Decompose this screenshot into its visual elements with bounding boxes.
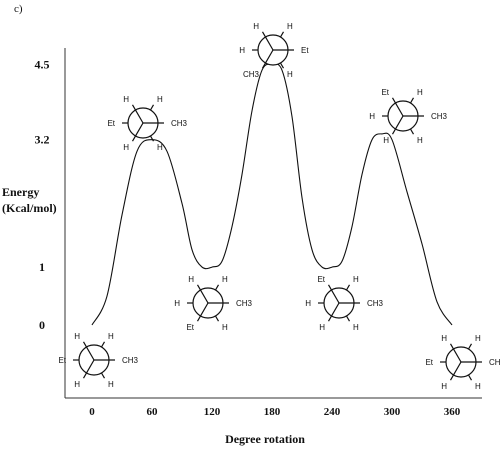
substituent-label: H: [383, 136, 389, 145]
back-bond: [409, 97, 415, 104]
x-tick-label: 360: [444, 406, 461, 418]
x-tick-labels: 0 60 120 180 240 300 360: [89, 406, 461, 418]
front-bond: [391, 115, 404, 135]
x-tick-label: 0: [89, 406, 95, 418]
newman-projection: CH3 Et H H H H: [174, 275, 252, 332]
substituent-label: H: [369, 112, 375, 121]
back-bond: [149, 104, 155, 111]
substituent-label: CH3: [243, 70, 260, 79]
x-tick-label: 180: [264, 406, 281, 418]
front-bond: [449, 361, 462, 381]
y-tick-label: 0: [39, 318, 45, 332]
front-bond: [82, 341, 95, 361]
y-tick-labels: 0 1 3.2 4.5: [35, 57, 50, 332]
substituent-label: H: [108, 380, 114, 389]
substituent-label: Et: [301, 46, 309, 55]
substituent-label: H: [417, 136, 423, 145]
front-bond: [391, 97, 404, 117]
front-bond: [131, 122, 144, 142]
y-tick-label: 1: [39, 260, 45, 274]
substituent-label: H: [157, 95, 163, 104]
substituent-label: CH3: [367, 299, 384, 308]
substituent-label: H: [475, 334, 481, 343]
substituent-label: H: [287, 22, 293, 31]
substituent-label: H: [353, 323, 359, 332]
substituent-label: H: [353, 275, 359, 284]
substituent-label: H: [157, 143, 163, 152]
substituent-label: Et: [107, 119, 115, 128]
back-bond: [467, 374, 473, 381]
y-tick-label: 4.5: [35, 57, 50, 71]
substituent-label: H: [123, 143, 129, 152]
y-axis-label-line1: Energy: [2, 185, 39, 199]
substituent-label: Et: [381, 88, 389, 97]
y-tick-label: 3.2: [35, 133, 50, 147]
substituent-label: H: [417, 88, 423, 97]
substituent-label: H: [305, 299, 311, 308]
front-bond: [82, 359, 95, 379]
front-bond: [196, 302, 209, 322]
front-bond: [261, 31, 274, 51]
x-tick-label: 240: [324, 406, 341, 418]
back-bond: [100, 341, 106, 348]
substituent-label: CH3: [236, 299, 253, 308]
substituent-label: H: [253, 22, 259, 31]
substituent-label: H: [239, 46, 245, 55]
newman-projection: CH3 H Et H H H: [305, 275, 383, 332]
back-bond: [214, 315, 220, 322]
front-bond: [196, 284, 209, 304]
newman-projection: CH3 H H Et H H: [107, 95, 187, 152]
back-bond: [345, 284, 351, 291]
back-bond: [279, 31, 285, 38]
substituent-label: H: [319, 323, 325, 332]
front-bond: [261, 49, 274, 69]
substituent-label: CH3: [122, 356, 139, 365]
front-bond: [327, 284, 340, 304]
substituent-label: H: [287, 70, 293, 79]
substituent-label: H: [441, 382, 447, 391]
substituent-label: H: [441, 334, 447, 343]
substituent-label: Et: [317, 275, 325, 284]
substituent-label: H: [174, 299, 180, 308]
substituent-label: H: [475, 382, 481, 391]
substituent-label: H: [74, 380, 80, 389]
newman-projection: CH3 H H Et H H: [58, 332, 138, 389]
substituent-label: Et: [58, 356, 66, 365]
x-tick-label: 300: [384, 406, 401, 418]
back-bond: [345, 315, 351, 322]
back-bond: [409, 128, 415, 135]
newman-projection: Et CH3 H H H H: [239, 22, 309, 79]
substituent-label: H: [123, 95, 129, 104]
y-axis-label-line2: (Kcal/mol): [2, 201, 57, 215]
substituent-label: H: [108, 332, 114, 341]
front-bond: [131, 104, 144, 124]
back-bond: [100, 372, 106, 379]
x-axis-label: Degree rotation: [225, 432, 305, 446]
front-bond: [327, 302, 340, 322]
x-tick-label: 60: [147, 406, 159, 418]
substituent-label: CH3: [489, 358, 500, 367]
back-bond: [149, 135, 155, 142]
panel-label: c): [14, 3, 23, 15]
front-bond: [449, 343, 462, 363]
substituent-label: H: [222, 275, 228, 284]
newman-projection: CH3 H Et H H H: [369, 88, 447, 145]
substituent-label: H: [188, 275, 194, 284]
newman-projections: CH3 H H Et H H CH3 H H Et H H CH3 Et H H H H Et CH3 H H H H CH3 H…: [58, 22, 500, 391]
substituent-label: H: [74, 332, 80, 341]
substituent-label: CH3: [171, 119, 188, 128]
substituent-label: CH3: [431, 112, 448, 121]
newman-projection: CH3 H H Et H H: [425, 334, 500, 391]
back-bond: [467, 343, 473, 350]
substituent-label: H: [222, 323, 228, 332]
x-tick-label: 120: [204, 406, 221, 418]
back-bond: [214, 284, 220, 291]
substituent-label: Et: [186, 323, 194, 332]
back-bond: [279, 62, 285, 69]
substituent-label: Et: [425, 358, 433, 367]
